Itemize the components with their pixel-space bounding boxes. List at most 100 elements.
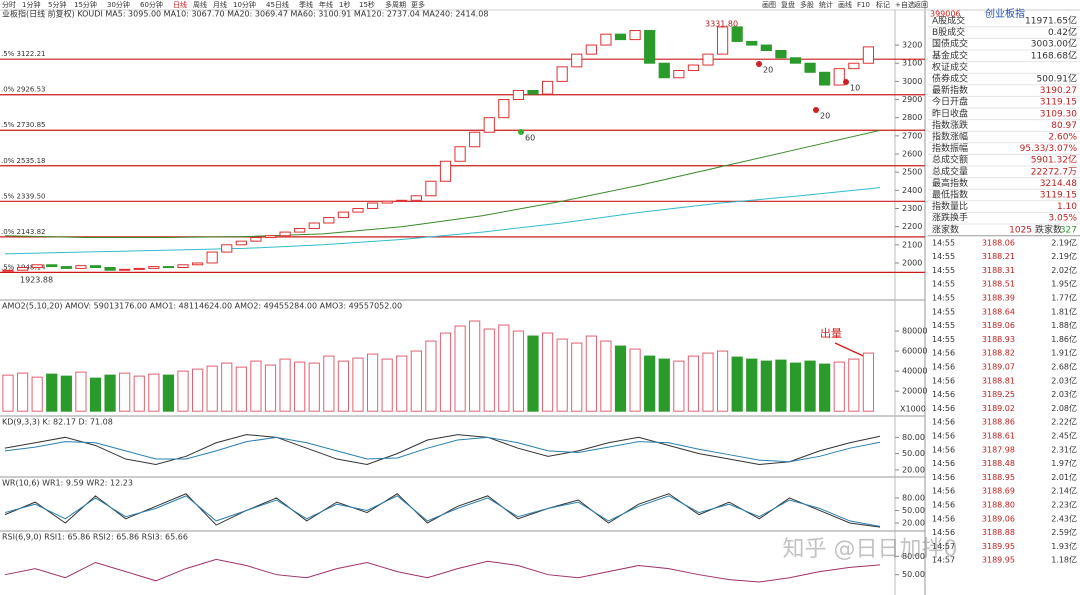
period-tab[interactable]: 多周期: [385, 0, 406, 9]
quote-value: 3109.30: [1040, 109, 1077, 119]
period-tab[interactable]: 年线: [319, 0, 333, 9]
tick-amount: 2.14亿: [1051, 486, 1077, 496]
volume-bar: [585, 335, 597, 412]
period-tab[interactable]: 季线: [299, 0, 313, 9]
y-tick-label: 2600: [902, 150, 922, 159]
candle: [862, 46, 875, 64]
candle: [833, 68, 845, 86]
quote-name: 创业板指: [985, 7, 1025, 20]
candle: [585, 44, 597, 55]
volume-bar: [75, 371, 87, 412]
volume-bar: [760, 360, 772, 412]
tick-time: 14:55: [932, 294, 955, 303]
candle: [308, 222, 320, 229]
quote-label: 指数振幅: [932, 142, 968, 154]
candle: [804, 62, 816, 73]
candle: [527, 89, 539, 95]
tick-price: 3188.61: [982, 432, 1015, 441]
period-tab[interactable]: 月线: [213, 0, 227, 9]
tool-button[interactable]: F10: [857, 1, 870, 9]
tick-amount: 2.45亿: [1051, 431, 1077, 441]
candle: [396, 199, 408, 202]
period-tab[interactable]: 1分钟: [22, 0, 40, 9]
quote-label: 总成交额: [932, 154, 968, 166]
period-tab[interactable]: 10分钟: [233, 0, 256, 9]
tick-price: 3188.93: [982, 335, 1015, 344]
period-tab[interactable]: 5分钟: [48, 0, 66, 9]
volume-bar: [46, 373, 58, 412]
tool-button[interactable]: 画线: [838, 0, 852, 9]
tick-time: 14:56: [932, 404, 955, 413]
volume-bar: [454, 325, 466, 412]
tick-time: 14:55: [932, 321, 955, 330]
volume-bar: [789, 362, 802, 412]
volume-bar: [498, 324, 510, 412]
y-tick-label: 50.00: [902, 506, 925, 515]
volume-bar: [527, 335, 539, 412]
volume-header: AMO2(5,10,20) AMOV: 59013176.00 AMO1: 48…: [2, 302, 402, 311]
period-tab[interactable]: 分时: [2, 0, 16, 9]
tool-button[interactable]: +自选: [895, 0, 915, 9]
period-tab[interactable]: 周线: [193, 0, 207, 9]
watermark: 知乎 @日日加拌0: [783, 537, 958, 562]
candle: [658, 62, 670, 79]
volume-bar: [352, 357, 364, 412]
tick-time: 14:56: [932, 473, 955, 482]
tool-button[interactable]: 多股: [800, 0, 814, 9]
volume-bar: [308, 362, 320, 412]
period-tab[interactable]: 30分钟: [107, 0, 130, 9]
tick-amount: 2.19亿: [1051, 251, 1077, 261]
y-tick-label: 20.00: [902, 518, 925, 527]
y-tick-label: 2800: [902, 113, 922, 122]
tick-price: 3189.25: [982, 390, 1015, 399]
tool-button[interactable]: 复盘: [781, 0, 795, 9]
volume-bar: [614, 345, 627, 412]
candle: [264, 235, 277, 239]
high-label: 3331.80: [705, 20, 738, 29]
candle: [235, 240, 247, 246]
period-tab[interactable]: 1秒: [339, 0, 350, 9]
candle: [614, 33, 627, 41]
tick-price: 3188.51: [982, 280, 1015, 289]
y-tick-label: 2500: [902, 168, 922, 177]
candle: [279, 231, 291, 237]
tool-button[interactable]: 画图: [762, 1, 776, 9]
tool-button[interactable]: 返回: [914, 1, 928, 9]
volume-bar: [862, 352, 875, 412]
tick-amount: 2.68亿: [1051, 362, 1077, 372]
y-tick-label: 40000: [902, 367, 927, 376]
y-tick-label: 2400: [902, 186, 922, 195]
candle: [352, 207, 364, 213]
volume-bar: [177, 370, 189, 412]
candle: [673, 69, 685, 79]
volume-bar: [221, 362, 233, 412]
volume-bar: [833, 361, 845, 412]
volume-bar: [658, 358, 670, 412]
period-tab[interactable]: 日线: [173, 0, 187, 9]
candle: [469, 131, 481, 148]
tick-time: 14:56: [932, 363, 955, 372]
volume-bar: [381, 358, 393, 412]
fib-label: .5% 2339.50: [1, 192, 46, 200]
volume-bar: [104, 374, 116, 412]
period-tab[interactable]: 45日线: [266, 0, 289, 9]
main-header: 业板指(日线 前复权) KOUDI MA5: 3095.00 MA10: 306…: [2, 9, 488, 19]
candle: [148, 266, 160, 269]
breadth: 1025: [1009, 225, 1032, 235]
period-tab[interactable]: 15分钟: [74, 0, 97, 9]
quote-value: 3.05%: [1048, 214, 1077, 224]
candle: [250, 237, 262, 242]
tool-button[interactable]: 标记: [876, 0, 890, 9]
y-tick-label: 2000: [902, 258, 922, 267]
volume-bar: [469, 320, 481, 412]
candle: [731, 26, 743, 42]
tick-price: 3187.98: [982, 445, 1015, 454]
indicator-header: KD(9,3,3) K: 82.17 D: 71.08: [2, 418, 113, 427]
period-tab[interactable]: 15秒: [359, 0, 375, 9]
tool-button[interactable]: 统计: [819, 0, 833, 9]
volume-bar: [60, 375, 72, 412]
indicator-header: RSI(6,9,0) RSI1: 65.86 RSI2: 65.86 RSI3:…: [2, 533, 188, 542]
period-tab[interactable]: 更多: [411, 0, 425, 9]
period-tab[interactable]: 60分钟: [140, 0, 163, 9]
candle: [89, 265, 102, 268]
